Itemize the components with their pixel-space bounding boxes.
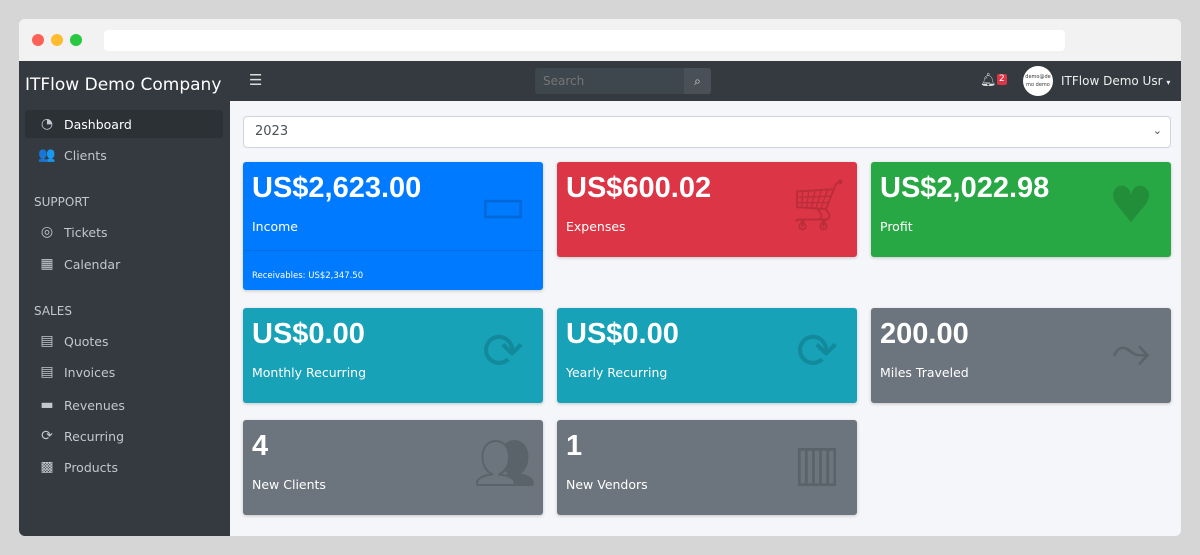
user-menu[interactable]: ITFlow Demo Usr ▾ (1061, 74, 1170, 88)
sidebar-item-invoices[interactable]: ▤ Invoices (25, 358, 223, 386)
shopping-cart-icon: 🛒︎ (787, 176, 851, 234)
sidebar-item-dashboard[interactable]: ◔ Dashboard (25, 110, 223, 138)
section-support: SUPPORT (34, 195, 90, 209)
stat-value: US$2,022.98 (880, 172, 1050, 204)
receivables-footer: Receivables: US$2,347.50 (243, 250, 543, 290)
label: Tickets (64, 224, 108, 240)
box-icon: ▩ (40, 459, 54, 475)
close-dot[interactable] (32, 34, 44, 46)
users-icon: 👥︎ (473, 434, 537, 492)
invoice-icon: ▤ (40, 364, 54, 380)
sync-icon: ⟳ (482, 322, 524, 380)
stat-label: Income (252, 219, 298, 234)
year-value: 2023 (255, 124, 289, 139)
calendar-icon: ▦ (40, 256, 54, 272)
address-bar[interactable] (104, 30, 1065, 51)
sidebar-item-revenues[interactable]: ▬ Revenues (25, 391, 223, 419)
brand[interactable]: ITFlow Demo Company (25, 75, 222, 95)
sidebar-item-tickets[interactable]: ◎ Tickets (25, 218, 223, 246)
avatar[interactable]: demo@demo demo (1023, 66, 1053, 96)
stat-value: 4 (252, 430, 269, 462)
stat-card-yearly-recurring[interactable]: ⟳ US$0.00 Yearly Recurring (557, 308, 857, 403)
top-navbar: ☰ ⌕ 🔔︎ 2 demo@demo demo ITFlow Demo Usr … (230, 61, 1181, 101)
search-input[interactable] (535, 68, 684, 94)
label: Invoices (64, 364, 116, 380)
stat-card-miles-traveled[interactable]: ⤳ 200.00 Miles Traveled (871, 308, 1171, 403)
file-icon: ▤ (40, 333, 54, 349)
stat-label: Profit (880, 219, 913, 234)
building-icon: ▥ (793, 434, 841, 492)
stat-card-new-clients[interactable]: 👥︎ 4 New Clients (243, 420, 543, 515)
sidebar-item-recurring[interactable]: ⟳ Recurring (25, 422, 223, 450)
notification-badge: 2 (997, 74, 1007, 85)
stat-label: New Clients (252, 477, 326, 492)
menu-toggle-icon[interactable]: ☰ (249, 71, 263, 89)
stat-label: Miles Traveled (880, 365, 969, 380)
stat-label: Expenses (566, 219, 626, 234)
sync-icon: ⟳ (41, 428, 53, 444)
heart-icon: ♥ (1108, 176, 1154, 234)
label: Quotes (64, 333, 109, 349)
browser-window: ITFlow Demo Company ◔ Dashboard 👥 Clients … (19, 19, 1181, 536)
sidebar-item-clients[interactable]: 👥 Clients (25, 141, 223, 169)
year-select[interactable]: 2023 ⌄ (243, 116, 1171, 148)
tachometer-icon: ◔ (40, 116, 54, 132)
stat-value: 1 (566, 430, 583, 462)
sidebar: ITFlow Demo Company ◔ Dashboard 👥 Clients … (19, 61, 230, 536)
label: Recurring (64, 428, 124, 444)
stat-value: 200.00 (880, 318, 969, 350)
label: Products (64, 459, 118, 475)
chevron-down-icon: ⌄ (1152, 124, 1162, 137)
search-form: ⌕ (535, 68, 711, 94)
stat-card-new-vendors[interactable]: ▥ 1 New Vendors (557, 420, 857, 515)
sidebar-item-products[interactable]: ▩ Products (25, 453, 223, 481)
section-sales: SALES (34, 304, 72, 318)
label: Dashboard (64, 116, 132, 132)
sync-icon: ⟳ (796, 322, 838, 380)
stat-label: Monthly Recurring (252, 365, 367, 380)
stat-card-income[interactable]: ▭ US$2,623.00 Income Receivables: US$2,34… (243, 162, 543, 290)
label: Calendar (64, 256, 121, 272)
stat-value: US$0.00 (566, 318, 679, 350)
minimize-dot[interactable] (51, 34, 63, 46)
maximize-dot[interactable] (70, 34, 82, 46)
sidebar-item-calendar[interactable]: ▦ Calendar (25, 250, 223, 278)
stat-card-profit[interactable]: ♥ US$2,022.98 Profit (871, 162, 1171, 257)
stat-value: US$0.00 (252, 318, 365, 350)
bell-icon[interactable]: 🔔︎ (980, 73, 997, 88)
user-name: ITFlow Demo Usr (1061, 74, 1163, 88)
credit-card-icon: ▭ (479, 176, 527, 234)
stat-label: Yearly Recurring (566, 365, 668, 380)
browser-chrome (19, 19, 1181, 61)
stat-value: US$600.02 (566, 172, 712, 204)
credit-card-icon: ▬ (40, 397, 54, 413)
life-ring-icon: ◎ (40, 224, 54, 240)
caret-down-icon: ▾ (1166, 78, 1171, 87)
search-button[interactable]: ⌕ (684, 68, 711, 94)
stat-value: US$2,623.00 (252, 172, 422, 204)
route-icon: ⤳ (1111, 322, 1151, 380)
sidebar-item-quotes[interactable]: ▤ Quotes (25, 327, 223, 355)
label: Clients (64, 147, 107, 163)
label: Revenues (64, 397, 125, 413)
stat-label: New Vendors (566, 477, 648, 492)
stat-card-monthly-recurring[interactable]: ⟳ US$0.00 Monthly Recurring (243, 308, 543, 403)
users-icon: 👥 (38, 147, 56, 163)
stat-card-expenses[interactable]: 🛒︎ US$600.02 Expenses (557, 162, 857, 257)
